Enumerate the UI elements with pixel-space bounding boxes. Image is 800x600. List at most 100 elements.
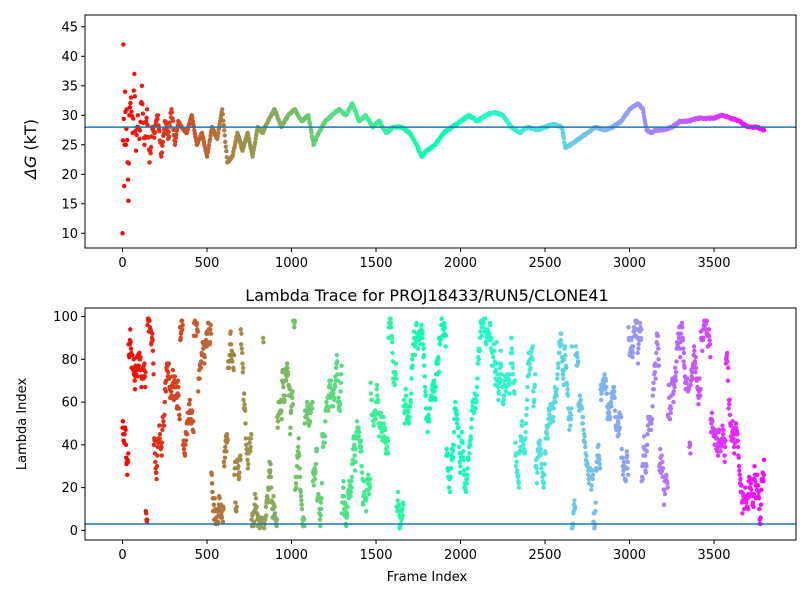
lambda-trace-point [410,363,415,368]
delta-g-x-tick-label: 2000 [444,256,477,271]
lambda-trace-point [461,449,466,454]
delta-g-point [160,143,165,148]
lambda-trace-point [707,337,712,343]
lambda-trace-point [681,346,686,351]
lambda-trace-point [123,442,129,448]
lambda-trace-point [524,406,529,411]
lambda-trace-point [157,423,162,428]
lambda-trace-point [278,397,284,403]
lambda-trace-point [453,399,458,405]
lambda-trace-point [260,335,266,341]
lambda-trace-point [447,489,453,495]
lambda-trace-point [330,404,336,409]
lambda-trace-point [322,440,327,445]
lambda-trace-point [452,416,457,422]
lambda-trace-point [532,397,537,403]
lambda-trace-point [368,391,374,396]
lambda-trace-point [429,393,434,398]
lambda-trace-point [390,340,395,345]
lambda-trace-point [360,502,366,507]
lambda-trace-point [568,412,574,418]
delta-g-point [561,135,567,141]
lambda-trace-point [745,506,751,512]
lambda-trace-point [625,472,631,477]
lambda-trace-point [405,408,411,413]
lambda-trace-point [639,327,644,332]
lambda-trace-point [697,393,703,398]
delta-g-point [133,128,138,134]
lambda-trace-point [456,434,462,439]
lambda-trace-point [466,457,471,463]
lambda-trace-point [476,357,481,362]
lambda-trace-point [737,468,742,473]
lambda-trace-point [382,427,388,433]
lambda-trace-point [568,423,573,428]
lambda-trace-point [594,466,600,471]
lambda-trace-point [361,478,367,484]
lambda-trace-point [304,412,309,418]
lambda-trace-point [464,481,469,486]
delta-g-point [252,140,258,145]
lambda-trace-point [584,453,589,458]
lambda-trace-point [285,372,291,377]
lambda-trace-point [263,513,269,518]
lambda-trace-point [279,416,284,422]
lambda-trace-point [358,444,364,450]
lambda-trace-point [498,348,503,353]
lambda-trace-point [322,434,328,439]
lambda-trace-point [126,451,131,456]
lambda-trace-point [579,406,585,411]
delta-g-y-ticks: 10 15 20 25 30 35 40 45 [61,20,85,242]
lambda-trace-point [265,500,271,505]
lambda-trace-point [400,506,405,512]
delta-g-point [157,128,162,134]
delta-g-point [120,138,126,143]
delta-g-point [131,116,136,121]
lambda-trace-point [629,335,634,341]
delta-g-point [122,183,127,189]
delta-g-point [131,88,136,93]
lambda-trace-point [265,496,270,501]
lambda-trace-point [704,318,710,324]
lambda-trace-point [541,481,547,486]
lambda-trace-point [624,449,630,454]
lambda-trace-point [334,359,340,364]
lambda-trace-point [507,391,512,396]
lambda-trace-point [716,427,722,433]
delta-g-y-tick-label: 20 [61,168,78,183]
delta-g-point [121,42,126,47]
lambda-trace-point [696,402,701,407]
delta-g-point [137,136,142,142]
lambda-trace-point [395,489,401,495]
lambda-trace-point [271,493,276,499]
lambda-trace-point [222,464,227,469]
lambda-trace-point [534,466,539,471]
lambda-trace-point [237,453,243,458]
lambda-trace-point [151,372,156,377]
lambda-trace-y-tick-label: 40 [61,438,78,453]
delta-g-x-ticks: 0 500 1000 1500 2000 2500 3000 3500 [118,248,731,271]
lambda-trace-point [518,444,523,450]
lambda-trace-point [375,393,380,398]
lambda-trace-point [496,391,502,396]
lambda-trace-point [282,393,287,398]
lambda-trace-point [487,331,492,336]
lambda-trace-point [314,446,320,452]
delta-g-point [122,89,128,94]
lambda-trace-point [388,320,394,326]
lambda-trace-point [359,470,365,475]
lambda-trace-point [385,451,391,456]
lambda-trace-point [248,444,253,450]
lambda-trace-point [338,389,343,394]
lambda-trace-point [726,365,731,371]
lambda-trace-point [223,444,228,450]
lambda-trace-point [545,436,550,441]
lambda-trace-point [161,419,166,424]
lambda-trace-point [332,397,337,403]
lambda-trace-point [415,346,421,351]
lambda-trace-point [299,498,304,503]
lambda-trace-title: Lambda Trace for PROJ18433/RUN5/CLONE41 [245,286,608,305]
lambda-trace-point [726,406,731,411]
lambda-trace-point [542,461,547,467]
lambda-trace-point [507,380,513,386]
